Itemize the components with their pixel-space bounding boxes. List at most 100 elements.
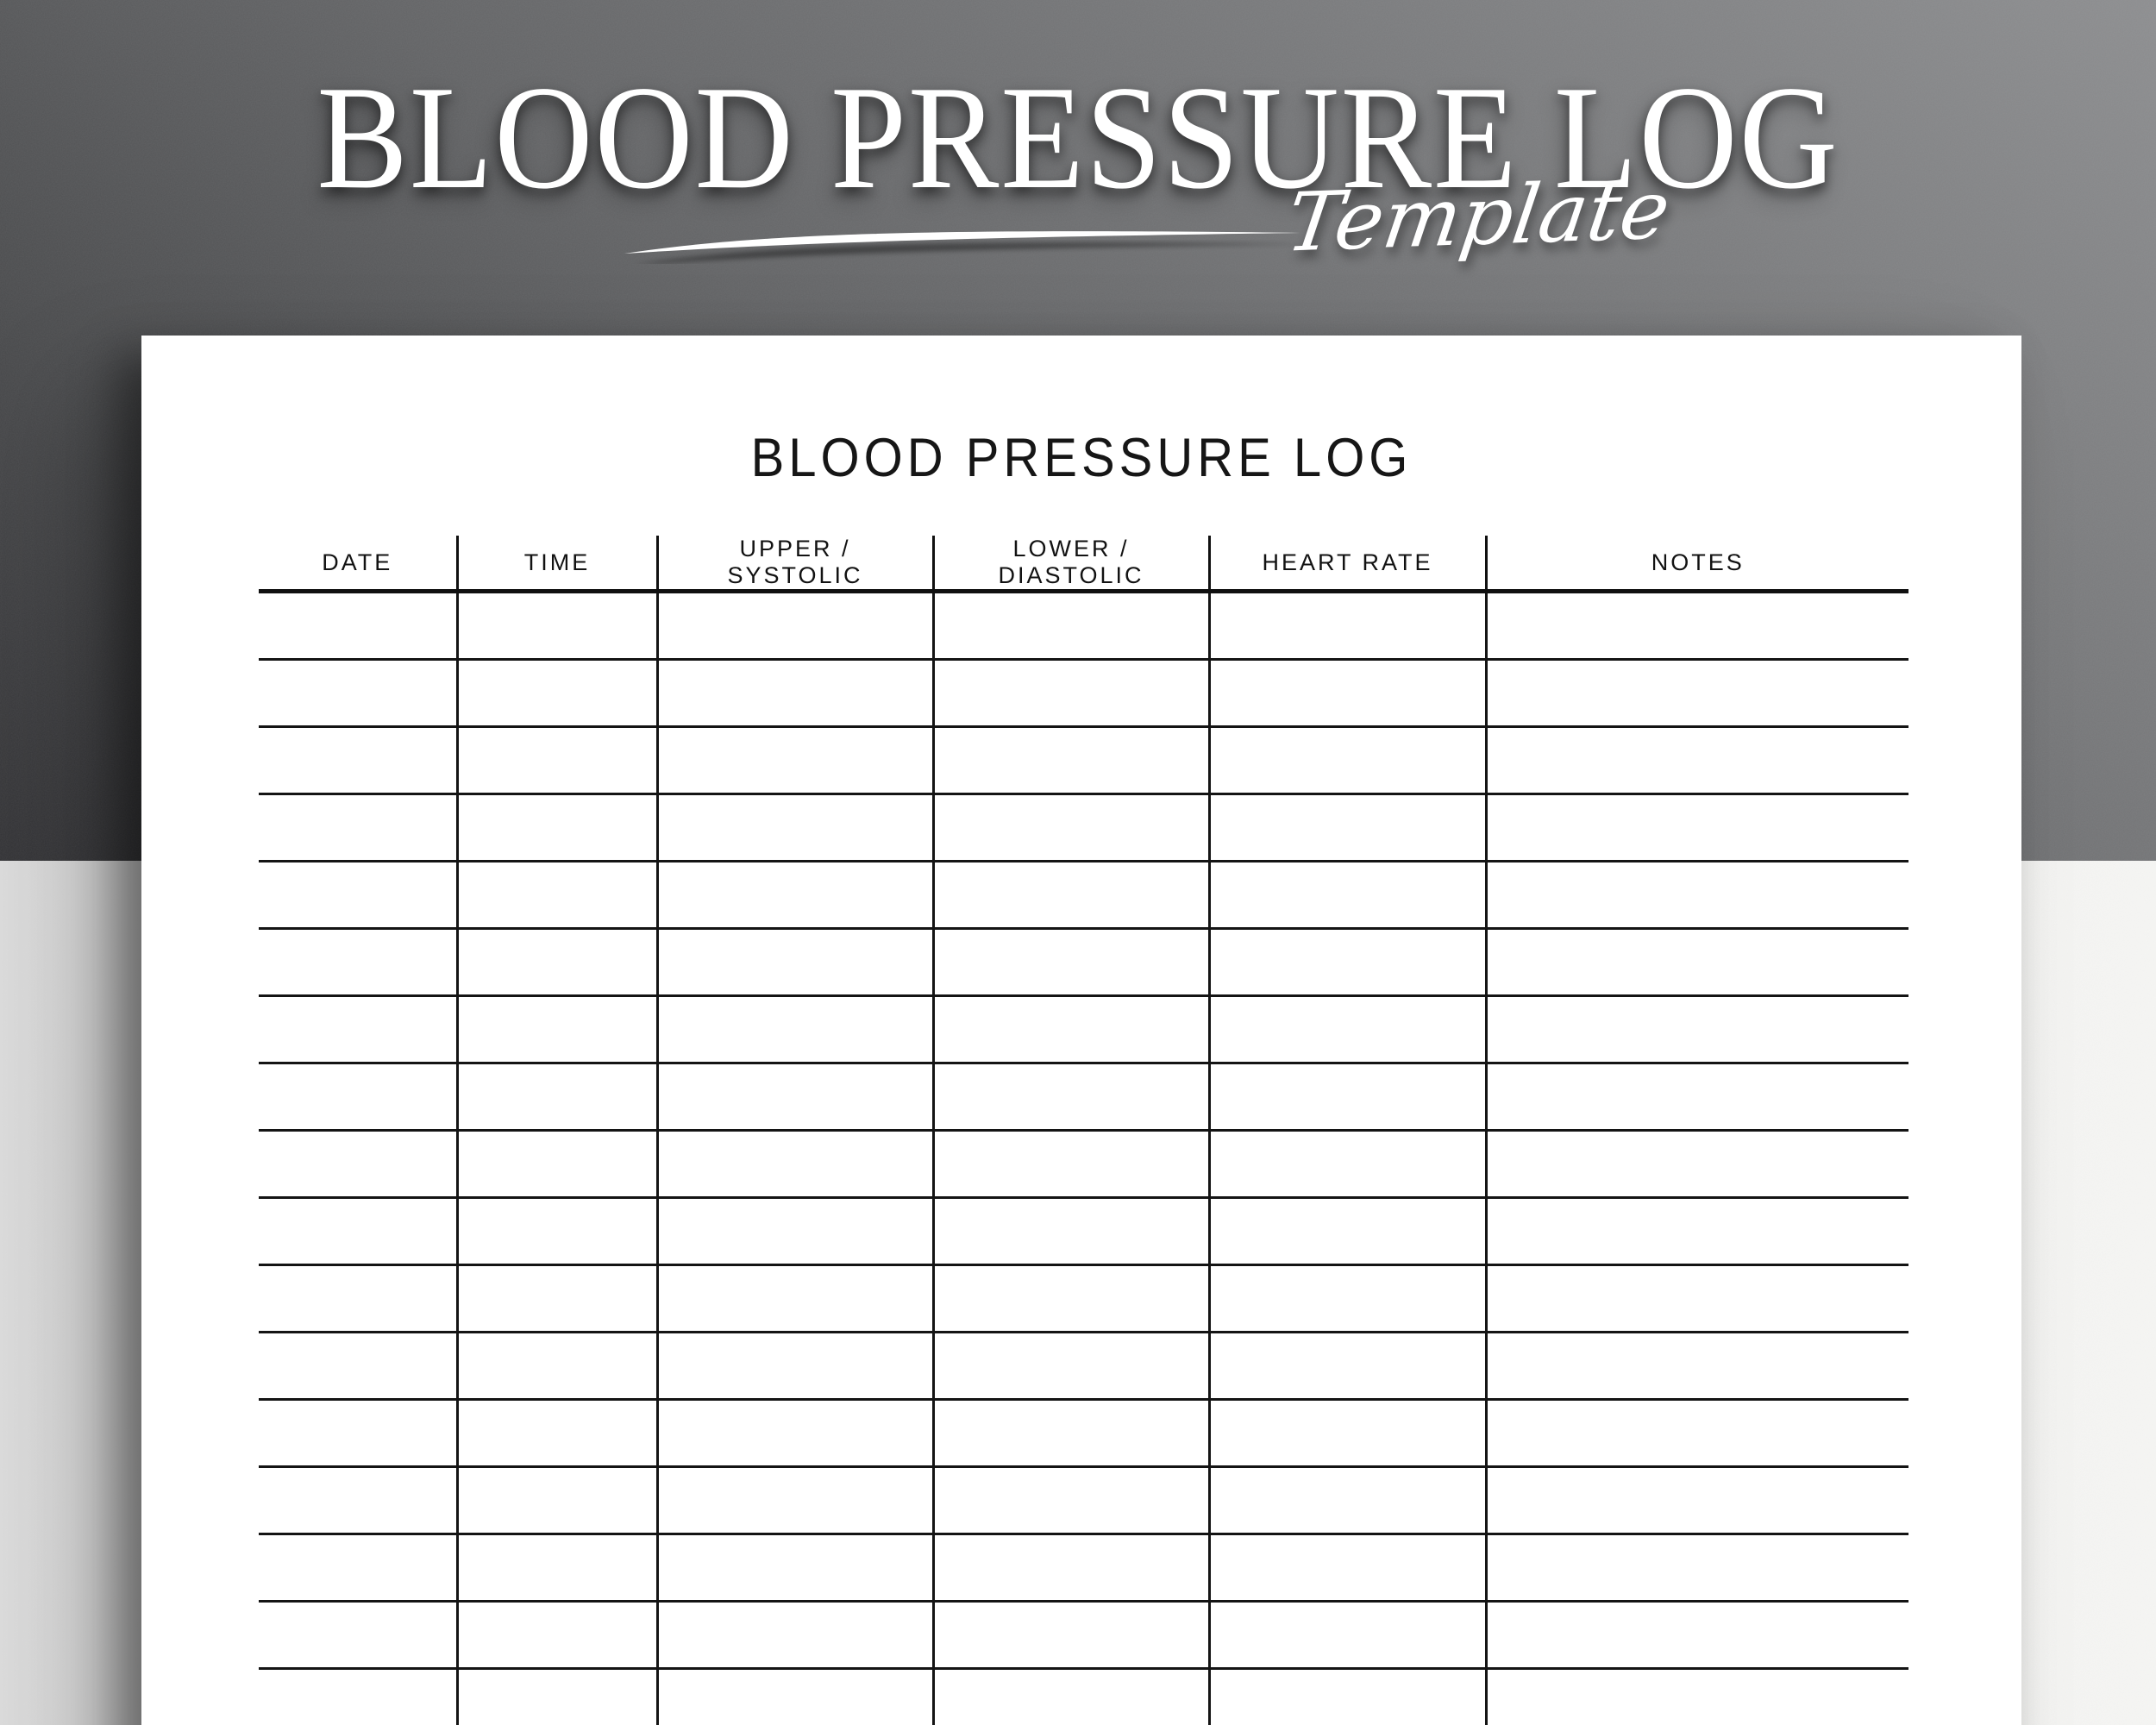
table-cell (655, 1668, 933, 1725)
table-cell (655, 861, 933, 930)
table-cell (1207, 1264, 1486, 1333)
table-cell (455, 659, 657, 728)
table-cell (655, 1466, 933, 1535)
table-cell (1207, 591, 1486, 661)
table-cell (455, 1130, 657, 1199)
table-cell (259, 1197, 457, 1266)
table-cell (1207, 1399, 1486, 1468)
table-cell (455, 1601, 657, 1670)
table-cell (655, 995, 933, 1064)
table-row (259, 1668, 1908, 1725)
column-header-lower-diastolic: LOWER / DIASTOLIC (931, 536, 1209, 593)
table-cell (931, 659, 1209, 728)
table-cell (1484, 1264, 1908, 1333)
table-cell (1207, 1197, 1486, 1266)
table-row (259, 1601, 1908, 1670)
table-cell (931, 1197, 1209, 1266)
header-row: DATE TIME UPPER / SYSTOLIC LOWER / DIAST… (259, 536, 1908, 593)
table-cell (259, 591, 457, 661)
table-cell (259, 1130, 457, 1199)
table-cell (1484, 861, 1908, 930)
table-cell (259, 928, 457, 997)
column-header-heart-rate: HEART RATE (1207, 536, 1486, 593)
table-cell (931, 1130, 1209, 1199)
table-cell (1207, 659, 1486, 728)
table-cell (655, 1063, 933, 1132)
table-cell (931, 928, 1209, 997)
page-title: BLOOD PRESSURE LOG (750, 427, 1413, 489)
table-cell (1207, 1668, 1486, 1725)
table-cell (455, 1668, 657, 1725)
table-cell (1484, 1197, 1908, 1266)
table-cell (931, 591, 1209, 661)
table-cell (931, 995, 1209, 1064)
column-header-time: TIME (455, 536, 657, 593)
table-cell (1484, 995, 1908, 1064)
table-body (259, 591, 1908, 1725)
table-cell (655, 591, 933, 661)
table-cell (259, 1668, 457, 1725)
table-cell (1484, 1534, 1908, 1603)
banner-title: BLOOD PRESSURE LOG (317, 56, 1839, 220)
table-cell (655, 1197, 933, 1266)
table-cell (1207, 1063, 1486, 1132)
table-row (259, 861, 1908, 930)
column-header-notes: NOTES (1484, 536, 1908, 593)
table-cell (1207, 794, 1486, 862)
table-cell (259, 659, 457, 728)
table-row (259, 1264, 1908, 1333)
table-cell (1484, 1466, 1908, 1535)
table-row (259, 928, 1908, 997)
table-cell (931, 1332, 1209, 1401)
table-row (259, 1063, 1908, 1132)
table-cell (655, 794, 933, 862)
table-cell (1484, 1332, 1908, 1401)
table-cell (455, 726, 657, 795)
table-cell (931, 1534, 1209, 1603)
table-cell (1207, 928, 1486, 997)
table-cell (655, 1534, 933, 1603)
table-cell (259, 995, 457, 1064)
table-cell (455, 1534, 657, 1603)
table-cell (259, 1332, 457, 1401)
table-row (259, 1197, 1908, 1266)
table-cell (1207, 1601, 1486, 1670)
table-cell (259, 1601, 457, 1670)
table-row (259, 659, 1908, 728)
table-cell (455, 1264, 657, 1333)
table-row (259, 1534, 1908, 1603)
table-cell (1484, 1130, 1908, 1199)
table-cell (931, 1399, 1209, 1468)
paper-sheet: BLOOD PRESSURE LOG DATE TIME UPPER / SYS… (141, 336, 2021, 1725)
table-cell (655, 1399, 933, 1468)
banner-subtitle: Template (1281, 163, 1676, 271)
table-cell (455, 861, 657, 930)
table-row (259, 1399, 1908, 1468)
table-cell (455, 794, 657, 862)
table-cell (931, 1264, 1209, 1333)
table-cell (1484, 1063, 1908, 1132)
table-cell (1207, 1466, 1486, 1535)
table-cell (1207, 726, 1486, 795)
table-cell (1484, 726, 1908, 795)
table-cell (931, 726, 1209, 795)
table-cell (931, 794, 1209, 862)
table-cell (455, 591, 657, 661)
table-row (259, 1130, 1908, 1199)
table-cell (931, 861, 1209, 930)
swoosh-shadow (638, 242, 1309, 264)
table-row (259, 591, 1908, 661)
table-cell (655, 659, 933, 728)
table-cell (655, 1130, 933, 1199)
table-cell (259, 861, 457, 930)
table-cell (655, 1601, 933, 1670)
table-row (259, 1466, 1908, 1535)
table-cell (1207, 1534, 1486, 1603)
table-row (259, 1332, 1908, 1401)
table-cell (931, 1601, 1209, 1670)
column-header-date: DATE (259, 536, 457, 593)
table-cell (655, 1264, 933, 1333)
table-cell (455, 1197, 657, 1266)
table-cell (931, 1063, 1209, 1132)
